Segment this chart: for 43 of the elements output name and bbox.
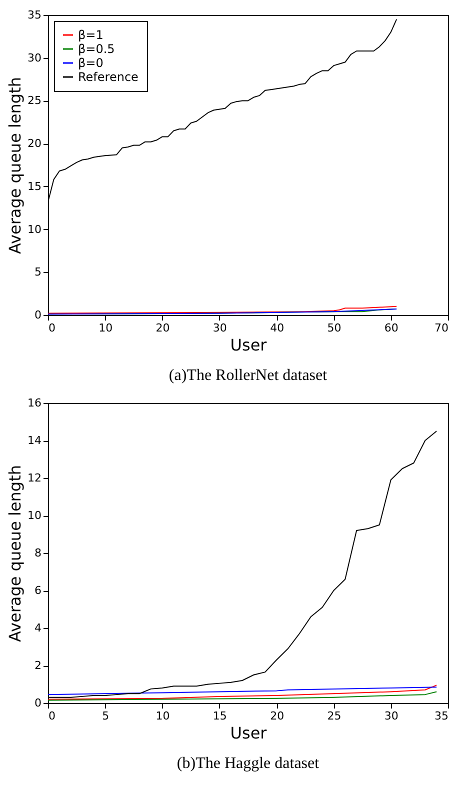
legend-label: β=0.5 [78,42,115,56]
y-tick-label: 16 [28,396,42,410]
x-tick-label: 25 [327,710,342,722]
y-tick-label: 6 [34,584,42,597]
x-tick-label: 0 [48,322,56,334]
y-tick-label: 0 [34,696,42,710]
y-tick-label: 12 [28,472,42,484]
x-tick-label: 60 [384,322,398,334]
y-tick-label: 5 [34,266,42,279]
x-tick-label: 10 [98,322,113,334]
y-tick-label: 4 [34,622,42,634]
x-tick-label: 5 [102,710,110,722]
y-axis-title: Average queue length [6,465,25,642]
y-tick-label: 35 [28,8,42,22]
x-tick-label: 35 [434,710,448,722]
y-tick-label: 8 [34,546,42,560]
y-tick-label: 0 [34,308,42,322]
x-tick-label: 20 [156,322,170,334]
x-tick-label: 10 [156,710,170,722]
text: (b)The Haggle dataset [176,755,320,772]
x-axis-title: User [230,336,268,354]
y-tick-label: 14 [28,434,42,447]
y-tick-label: 2 [34,659,42,672]
y-tick-label: 20 [28,137,42,150]
legend-label: Reference [78,70,138,84]
x-tick-label: 50 [327,322,342,334]
x-tick-label: 30 [212,322,227,334]
x-tick-label: 40 [270,322,284,334]
x-tick-label: 0 [48,710,56,722]
y-tick-label: 15 [28,180,42,193]
legend-label: β=1 [78,28,104,42]
x-tick-label: 70 [434,322,448,334]
x-axis-title: User [230,724,268,742]
y-tick-label: 25 [28,94,42,108]
x-tick-label: 15 [212,710,227,722]
y-tick-label: 10 [28,509,42,522]
x-tick-label: 20 [270,710,284,722]
x-tick-label: 30 [384,710,398,722]
y-tick-label: 30 [28,51,42,64]
y-axis-title: Average queue length [6,77,25,254]
legend-label: β=0 [78,56,104,70]
text: (a)The RollerNet dataset [168,367,328,384]
y-tick-label: 10 [28,222,42,236]
